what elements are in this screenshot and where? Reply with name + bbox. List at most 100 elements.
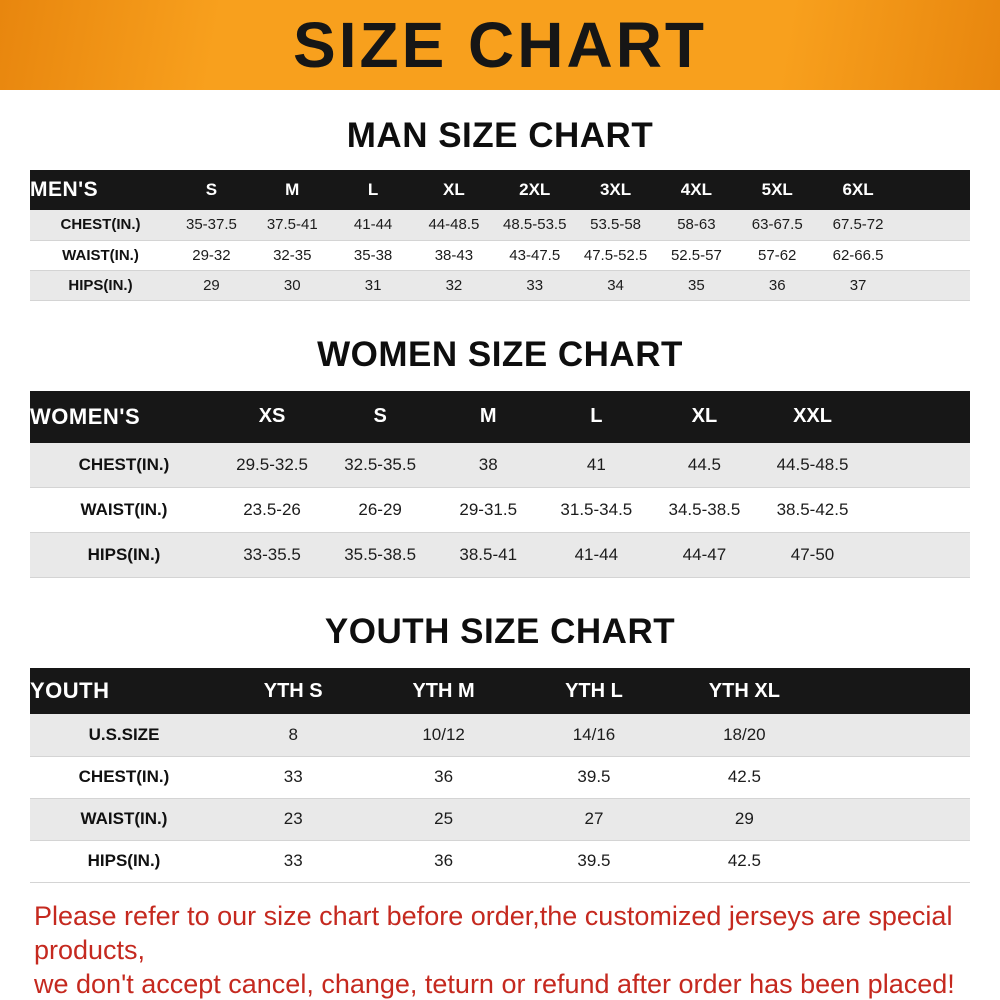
warning-line-1: Please refer to our size chart before or… [34,900,953,965]
column-header: 6XL [842,180,874,199]
row-label: CHEST(IN.) [60,216,141,234]
men-section: MAN SIZE CHART MEN'S S M L XL 2XL 3XL 4X… [0,90,1000,301]
table-cell: 38.5-42.5 [776,500,849,519]
table-cell: 32.5-35.5 [344,454,417,474]
table-cell: 35 [688,276,705,294]
table-cell: 52.5-57 [670,246,722,264]
table-row: U.S.SIZE 8 10/12 14/16 18/20 [30,714,970,756]
spacer-cell [867,443,970,488]
row-label: WAIST(IN.) [62,246,139,264]
table-cell: 26-29 [358,500,402,519]
row-label: CHEST(IN.) [78,767,170,786]
table-cell: 29-31.5 [459,500,518,519]
spacer-cell [867,533,970,578]
table-cell: 33 [526,276,544,294]
table-row: WAIST(IN.) 23 25 27 29 [30,798,970,840]
youth-section-heading: YOUTH SIZE CHART [324,612,676,651]
column-header: YTH XL [708,679,780,702]
table-cell: 67.5-72 [832,216,884,234]
table-cell: 63-67.5 [751,216,803,234]
table-cell: 39.5 [577,767,611,786]
table-cell: 35-37.5 [185,216,237,234]
column-header: YTH M [412,679,475,702]
table-cell: 30 [283,276,301,294]
table-cell: 34.5-38.5 [668,500,741,519]
table-row: CHEST(IN.) 33 36 39.5 42.5 [30,756,970,798]
column-header: YOUTH [30,678,110,703]
table-cell: 38 [478,454,498,474]
column-header: 5XL [761,180,793,199]
column-header: M [479,405,497,427]
table-cell: 14/16 [572,724,616,744]
column-header: L [590,405,603,427]
table-cell: 32-35 [273,246,312,264]
table-row: HIPS(IN.) 29 30 31 32 33 34 35 36 37 [30,270,970,300]
order-warning: Please refer to our size chart before or… [0,883,1000,1000]
column-header: M [285,180,300,199]
column-header: YTH S [263,679,323,702]
page-title: SIZE CHART [293,9,707,81]
women-size-table: WOMEN'S XS S M L XL XXL CHEST(IN.) 29.5-… [30,390,970,579]
table-cell: 58-63 [677,216,716,234]
table-cell: 34 [607,276,624,294]
table-cell: 38.5-41 [459,545,518,564]
row-label: WAIST(IN.) [80,500,168,519]
column-header: YTH L [565,679,623,702]
table-cell: 29-32 [192,246,231,264]
table-cell: 57-62 [758,246,797,264]
table-row: HIPS(IN.) 33 36 39.5 42.5 [30,840,970,882]
row-label: WAIST(IN.) [80,809,168,828]
warning-line-2: we don't accept cancel, change, teturn o… [34,968,955,999]
youth-size-table: YOUTH YTH S YTH M YTH L YTH XL U.S.SIZE … [30,668,970,883]
row-label: HIPS(IN.) [68,276,133,294]
column-header: S [373,405,387,427]
column-header: XXL [793,405,832,427]
table-header-row: MEN'S S M L XL 2XL 3XL 4XL 5XL 6XL [30,170,970,210]
banner: SIZE CHART [0,0,1000,90]
table-cell: 48.5-53.5 [503,216,567,234]
table-cell: 42.5 [727,851,761,870]
table-cell: 53.5-58 [590,216,641,234]
men-size-table: MEN'S S M L XL 2XL 3XL 4XL 5XL 6XL CHEST… [30,170,970,301]
table-cell: 27 [584,809,604,828]
table-cell: 31.5-34.5 [560,500,633,519]
table-cell: 29 [734,809,754,828]
column-header: 4XL [680,180,712,199]
table-cell: 29 [203,276,220,294]
spacer-cell [867,391,970,443]
column-header: XS [258,405,286,427]
table-cell: 33 [283,767,303,786]
table-cell: 23 [283,809,303,828]
table-cell: 43-47.5 [509,246,561,264]
table-cell: 23.5-26 [243,500,301,519]
spacer-cell [898,170,970,210]
table-cell: 62-66.5 [832,246,884,264]
table-cell: 44-47 [682,545,727,564]
spacer-cell [820,756,970,798]
column-header: WOMEN'S [30,403,141,429]
spacer-cell [898,270,970,300]
table-cell: 35-38 [353,246,393,264]
spacer-cell [820,668,970,714]
table-row: WAIST(IN.) 23.5-26 26-29 29-31.5 31.5-34… [30,488,970,533]
table-cell: 41-44 [574,545,619,564]
women-section: WOMEN SIZE CHART WOMEN'S XS S M L XL XXL [0,301,1000,579]
table-cell: 36 [434,767,454,786]
column-header: 3XL [599,180,632,199]
spacer-cell [820,840,970,882]
table-header-row: YOUTH YTH S YTH M YTH L YTH XL [30,668,970,714]
table-cell: 10/12 [422,724,465,744]
table-cell: 35.5-38.5 [344,545,417,564]
table-cell: 38-43 [434,246,474,264]
table-cell: 47-50 [790,545,835,564]
spacer-cell [820,714,970,756]
women-section-heading: WOMEN SIZE CHART [317,334,683,374]
row-label: U.S.SIZE [88,724,160,744]
table-cell: 33-35.5 [243,545,301,564]
spacer-cell [898,210,970,240]
spacer-cell [820,798,970,840]
table-cell: 44-48.5 [428,216,480,234]
column-header: MEN'S [30,178,99,201]
table-cell: 39.5 [577,851,611,870]
